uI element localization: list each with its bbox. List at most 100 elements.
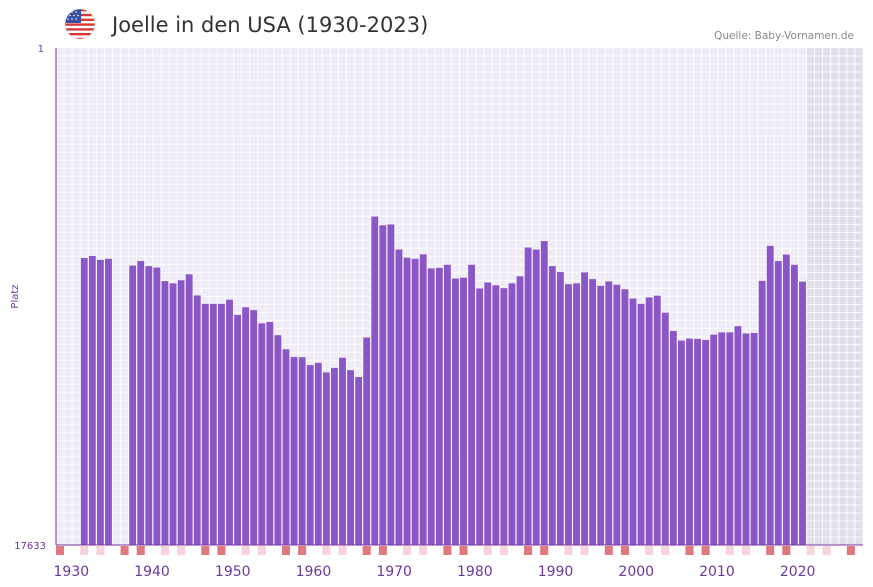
bar-2013	[726, 332, 734, 545]
bar-1997	[597, 285, 605, 545]
bar-1967	[355, 376, 363, 545]
marker-1958	[281, 546, 291, 555]
bar-2001	[629, 298, 637, 545]
x-tick-label-1990: 1990	[538, 564, 574, 580]
decade-markers	[56, 546, 855, 555]
bar-1980	[460, 277, 467, 545]
marker-2008	[685, 546, 694, 555]
bar-1971	[387, 224, 395, 545]
bar-1977	[435, 267, 443, 545]
y-axis-label: Platz	[10, 284, 21, 308]
marker-2028	[846, 546, 855, 555]
bar-1939	[129, 265, 137, 545]
marker-2018	[766, 546, 775, 555]
marker-1930	[56, 546, 65, 555]
bar-1991	[548, 266, 556, 545]
bar-1995	[581, 272, 589, 545]
bar-1984	[492, 285, 500, 545]
bar-1936	[105, 258, 112, 545]
source-credit: Quelle: Baby-Vornamen.de	[714, 30, 854, 42]
y-tick-label-bottom: 17633	[14, 541, 46, 552]
bar-1969	[371, 216, 379, 545]
bar-1966	[347, 370, 354, 545]
bar-1944	[169, 283, 177, 545]
bar-1964	[330, 367, 338, 545]
bar-1955	[258, 323, 266, 545]
marker-1960	[298, 546, 307, 555]
marker-2000	[620, 546, 629, 555]
marker-1975	[419, 546, 428, 555]
bar-1999	[613, 284, 621, 545]
bar-1985	[500, 288, 508, 545]
bar-1947	[193, 295, 201, 545]
marker-1990	[540, 546, 549, 555]
bar-1963	[322, 372, 330, 545]
bar-1953	[242, 307, 250, 545]
marker-1973	[403, 546, 412, 555]
marker-1935	[96, 546, 105, 555]
bar-1943	[161, 281, 169, 545]
bar-1994	[573, 283, 580, 545]
marker-2010	[701, 546, 710, 555]
bar-1998	[605, 281, 613, 545]
bar-2004	[653, 295, 661, 545]
marker-1983	[483, 546, 492, 555]
x-tick-label-2020: 2020	[780, 564, 816, 580]
bar-2007	[677, 340, 685, 545]
marker-1998	[604, 546, 613, 555]
bar-1948	[201, 303, 209, 545]
bar-1935	[96, 259, 104, 545]
bar-1968	[363, 337, 371, 545]
bar-1996	[589, 279, 597, 545]
bar-1981	[468, 264, 476, 545]
bar-2017	[758, 280, 766, 545]
marker-1985	[499, 546, 508, 555]
bar-1978	[443, 264, 451, 545]
marker-2015	[741, 546, 751, 555]
bar-2015	[742, 333, 750, 545]
bar-1979	[452, 278, 459, 545]
marker-2005	[661, 546, 670, 555]
bar-1970	[379, 225, 387, 545]
bar-2009	[694, 338, 701, 545]
x-tick-label-1930: 1930	[54, 564, 90, 580]
bar-1946	[185, 274, 193, 545]
marker-1945	[177, 546, 186, 555]
bar-2000	[621, 289, 629, 545]
bar-1952	[234, 314, 242, 545]
bar-2006	[669, 330, 677, 545]
bar-1933	[80, 257, 88, 545]
marker-1933	[80, 546, 89, 555]
marker-2023	[806, 546, 815, 555]
bar-2022	[799, 281, 806, 545]
bar-2018	[766, 245, 774, 545]
marker-1970	[378, 546, 387, 555]
y-tick-label-top: 1	[38, 44, 44, 55]
marker-1940	[136, 546, 145, 555]
marker-1995	[580, 546, 589, 555]
marker-1978	[443, 546, 452, 555]
marker-2025	[822, 546, 831, 555]
bar-1954	[250, 310, 258, 545]
marker-1943	[160, 546, 169, 555]
bar-2012	[718, 332, 726, 545]
bar-1949	[209, 303, 217, 545]
bar-1989	[532, 249, 540, 545]
bar-1987	[516, 276, 524, 545]
marker-1953	[241, 546, 250, 555]
marker-1965	[338, 546, 347, 555]
marker-2003	[645, 546, 654, 555]
x-tick-label-2010: 2010	[699, 564, 735, 580]
chart-title: Joelle in den USA (1930-2023)	[112, 13, 429, 37]
bar-2019	[774, 261, 782, 545]
bar-1992	[556, 272, 564, 545]
bar-1960	[298, 357, 306, 545]
bar-1950	[218, 303, 225, 545]
grid-lines	[55, 48, 864, 545]
marker-1968	[362, 546, 371, 555]
bar-1976	[427, 268, 435, 545]
bar-2014	[734, 326, 742, 545]
bar-2008	[686, 338, 693, 545]
bar-1975	[419, 254, 427, 546]
marker-1988	[524, 546, 533, 555]
